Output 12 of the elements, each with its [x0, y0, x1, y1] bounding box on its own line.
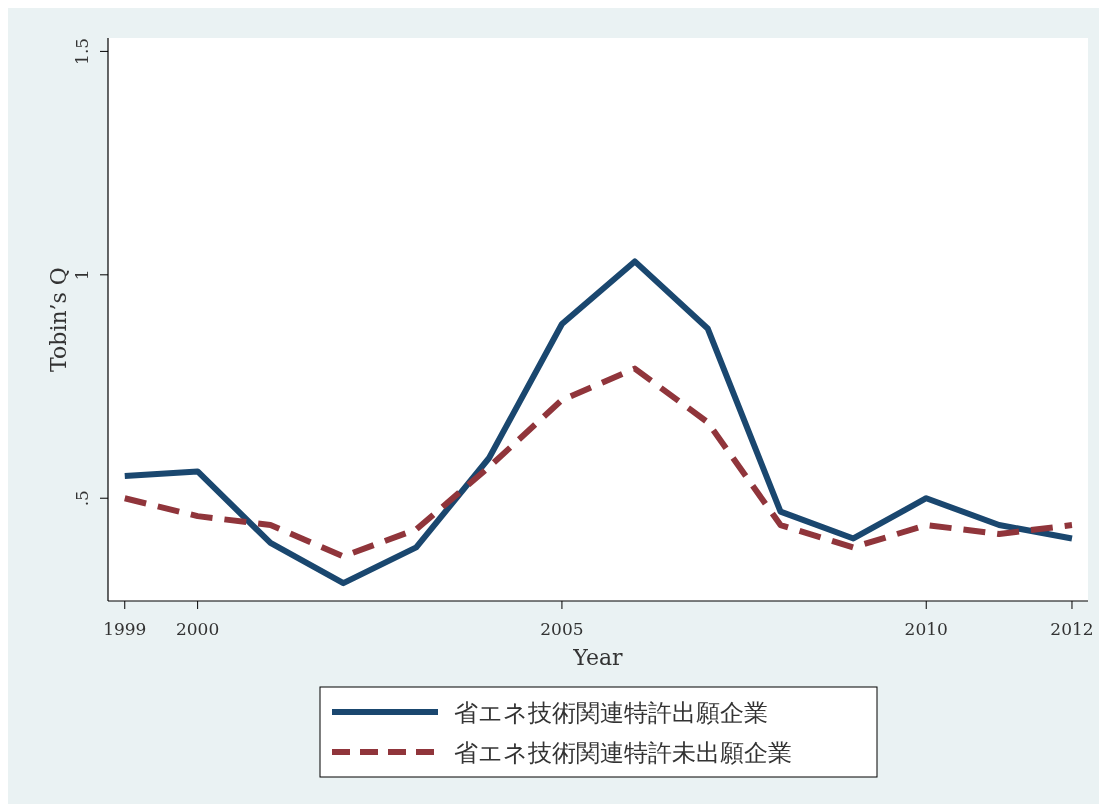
- x-tick-label: 2005: [540, 619, 584, 639]
- legend-label: 省エネ技術関連特許未出願企業: [454, 739, 792, 767]
- x-tick-label: 2000: [175, 619, 220, 639]
- x-tick-label: 1999: [103, 619, 147, 639]
- y-tick-label: 1: [72, 269, 92, 281]
- y-axis-title: Tobin’s Q: [46, 267, 71, 372]
- y-tick-label: 1.5: [72, 37, 92, 65]
- x-tick-label: 2010: [904, 619, 948, 639]
- y-tick-label: .5: [72, 490, 92, 507]
- x-axis-title: Year: [572, 645, 624, 670]
- legend-label: 省エネ技術関連特許出願企業: [454, 699, 768, 727]
- x-tick-label: 2012: [1050, 619, 1094, 639]
